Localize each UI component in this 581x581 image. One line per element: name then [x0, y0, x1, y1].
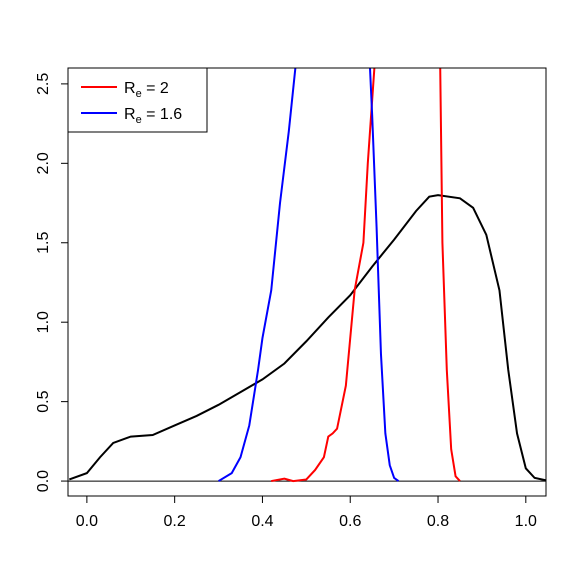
y-tick-label: 0.5 [35, 390, 52, 412]
legend-box [67, 67, 208, 133]
legend-label-part: R [124, 80, 136, 97]
line-series [271, 68, 461, 483]
x-tick-label: 0.2 [164, 513, 186, 530]
legend-label-part: R [124, 106, 136, 123]
y-tick-label: 0.0 [35, 470, 52, 492]
x-tick-label: 0.4 [251, 513, 273, 530]
line-series [68, 194, 546, 482]
y-tick-label: 2.5 [35, 73, 52, 95]
plot-area [68, 68, 546, 483]
x-tick-label: 0.6 [339, 513, 361, 530]
line-series [218, 68, 400, 482]
legend-label-part: = 1.6 [142, 106, 183, 123]
x-tick-label: 0.0 [76, 513, 98, 530]
legend-label-part: = 2 [142, 80, 169, 97]
x-tick-label: 0.8 [427, 513, 449, 530]
legend-label: Re = 1.6 [124, 106, 182, 126]
y-tick-label: 2.0 [35, 152, 52, 174]
y-tick-label: 1.5 [35, 232, 52, 254]
y-tick-label: 1.0 [35, 311, 52, 333]
legend-label-part: e [136, 114, 142, 126]
legend-label: Re = 2 [124, 80, 169, 100]
plot-frame [67, 67, 547, 497]
x-tick-label: 1.0 [515, 513, 537, 530]
legend-label-part: e [136, 88, 142, 100]
